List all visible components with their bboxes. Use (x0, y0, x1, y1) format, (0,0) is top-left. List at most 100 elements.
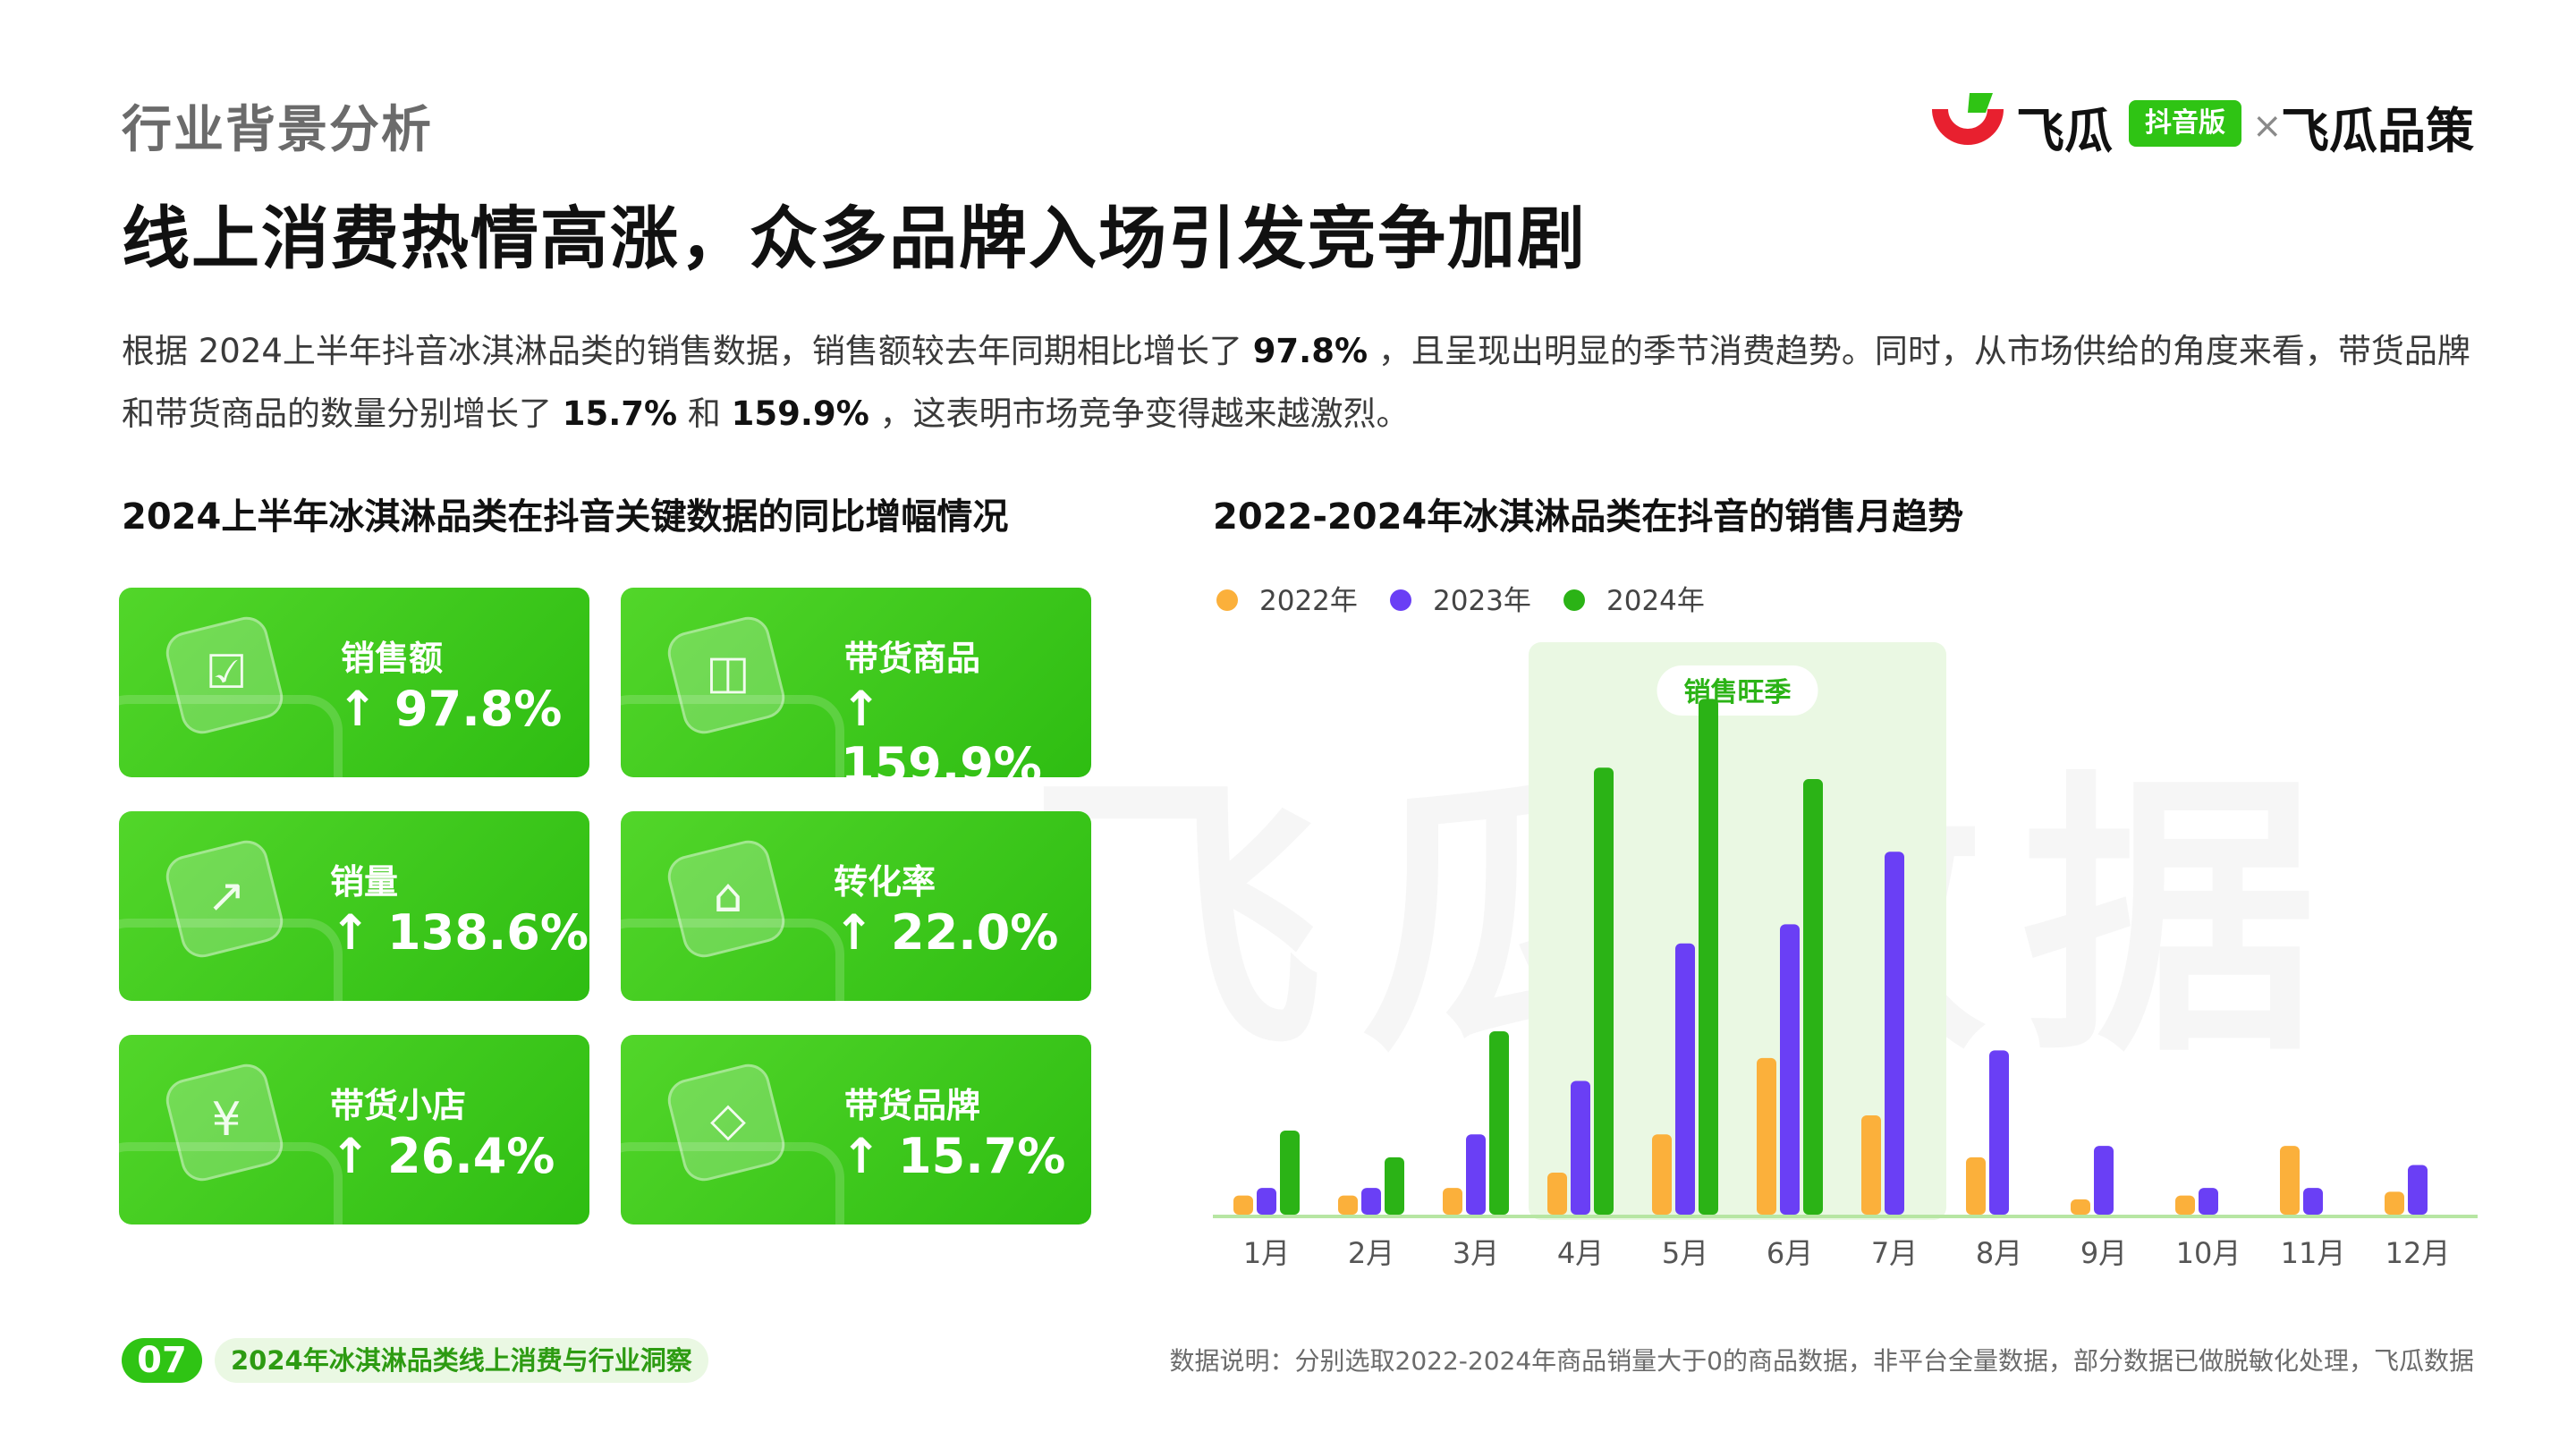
intro-text: 根据 2024上半年抖音冰淇淋品类的销售数据，销售额较去年同期相比增长了 (122, 332, 1253, 370)
bar (2175, 1195, 2195, 1215)
x-tick-label: 5月 (1662, 1236, 1708, 1270)
metric-label: 带货商品 (844, 639, 981, 678)
platform-badge: 抖音版 (2129, 100, 2241, 147)
card-decoration (119, 1142, 343, 1224)
card-decoration (621, 919, 844, 1001)
intro-text: ，这表明市场竞争变得越来越激烈。 (869, 394, 1410, 433)
bar (1966, 1157, 1986, 1215)
x-tick-label: 1月 (1243, 1236, 1290, 1270)
feigua-logo-icon (1932, 93, 2004, 145)
bar (2280, 1146, 2300, 1215)
metric-label: 带货品牌 (844, 1086, 981, 1125)
metric-label: 销量 (330, 862, 399, 902)
bar (1466, 1134, 1486, 1215)
metric-card: ☑ 销售额 ↑ 97.8% (119, 588, 589, 777)
x-tick-label: 6月 (1767, 1236, 1813, 1270)
legend-marker (1390, 589, 1411, 611)
bar (1594, 767, 1614, 1215)
trend-chart-icon: ↗ (207, 869, 246, 923)
intro-paragraph: 根据 2024上半年抖音冰淇淋品类的销售数据，销售额较去年同期相比增长了 97.… (122, 320, 2483, 445)
store-icon: ⌂ (713, 869, 743, 923)
shopping-bag-icon: ◫ (706, 646, 750, 699)
x-tick-label: 9月 (2080, 1236, 2127, 1270)
metric-card: ¥ 带货小店 ↑ 26.4% (119, 1035, 589, 1224)
intro-highlight: 97.8% (1252, 332, 1368, 370)
bar (1489, 1030, 1509, 1215)
partner-name: 飞瓜品策 (2281, 103, 2474, 159)
legend-label: 2023年 (1433, 585, 1531, 617)
card-decoration (119, 919, 343, 1001)
bar (1385, 1157, 1404, 1215)
metric-value: ↑ 15.7% (841, 1128, 1066, 1184)
page-number: 07 (122, 1338, 202, 1383)
metric-card: ◇ 带货品牌 ↑ 15.7% (621, 1035, 1091, 1224)
bar (1803, 779, 1823, 1215)
chart-title: 2022-2024年冰淇淋品类在抖音的销售月趋势 (1213, 496, 1964, 538)
price-tag-icon: ◇ (710, 1093, 746, 1147)
intro-text: 和 (677, 394, 732, 433)
bar (2094, 1146, 2114, 1215)
data-footnote: 数据说明：分别选取2022-2024年商品销量大于0的商品数据，非平台全量数据，… (1169, 1346, 2474, 1376)
brand-name: 飞瓜 (2016, 103, 2113, 159)
metric-value: ↑ 22.0% (834, 904, 1059, 961)
bar (1280, 1131, 1300, 1215)
receipt-icon: ☑ (205, 646, 248, 699)
legend-marker (1563, 589, 1585, 611)
brand-logo: 飞瓜 抖音版 × 飞瓜品策 (1923, 89, 2478, 161)
bar (1233, 1195, 1253, 1215)
bar (2071, 1199, 2090, 1215)
x-tick-label: 10月 (2176, 1236, 2241, 1270)
yuan-coin-icon: ¥ (211, 1093, 242, 1147)
bar (1757, 1057, 1776, 1215)
x-tick-label: 12月 (2385, 1236, 2451, 1270)
x-tick-label: 8月 (1976, 1236, 2022, 1270)
card-decoration (621, 695, 844, 777)
legend-label: 2022年 (1259, 585, 1358, 617)
bar (1571, 1080, 1590, 1215)
collab-symbol: × (2252, 106, 2283, 147)
metric-label: 转化率 (834, 862, 936, 902)
left-panel-title: 2024上半年冰淇淋品类在抖音关键数据的同比增幅情况 (122, 496, 1009, 538)
bar (1780, 924, 1800, 1215)
intro-highlight: 159.9% (731, 394, 869, 433)
bar (1361, 1188, 1381, 1215)
metric-card: ◫ 带货商品 ↑ 159.9% (621, 588, 1091, 777)
legend-label: 2024年 (1606, 585, 1705, 617)
metric-card: ↗ 销量 ↑ 138.6% (119, 811, 589, 1001)
page-title: 线上消费热情高涨，众多品牌入场引发竞争加剧 (122, 199, 1587, 278)
card-decoration (119, 695, 343, 777)
bar (1338, 1195, 1358, 1215)
bar (2199, 1188, 2218, 1215)
bar (1443, 1188, 1462, 1215)
report-title: 2024年冰淇淋品类线上消费与行业洞察 (215, 1338, 708, 1383)
bar (1652, 1134, 1672, 1215)
metric-value: ↑ 138.6% (330, 904, 589, 961)
x-tick-label: 2月 (1348, 1236, 1394, 1270)
bar (1257, 1188, 1276, 1215)
metric-card: ⌂ 转化率 ↑ 22.0% (621, 811, 1091, 1001)
x-tick-label: 4月 (1557, 1236, 1604, 1270)
bar (1699, 699, 1718, 1215)
x-tick-label: 7月 (1871, 1236, 1918, 1270)
x-tick-label: 3月 (1453, 1236, 1499, 1270)
metric-value: ↑ 159.9% (841, 681, 1042, 777)
bar (2303, 1188, 2323, 1215)
intro-highlight: 15.7% (562, 394, 678, 433)
bar (1547, 1173, 1567, 1215)
x-tick-label: 11月 (2281, 1236, 2346, 1270)
card-decoration (621, 1142, 844, 1224)
peak-season-region (1529, 642, 1946, 1220)
metric-value: ↑ 97.8% (337, 681, 563, 737)
metric-label: 带货小店 (330, 1086, 467, 1125)
intro-text: ，且呈现出明显的季节消费趋势。同时，从市场供给的角度来看，带货品牌和带货商品的数… (122, 332, 2470, 433)
legend-marker (1216, 589, 1238, 611)
bar (1989, 1050, 2009, 1215)
bar (2408, 1165, 2428, 1215)
metric-value: ↑ 26.4% (330, 1128, 555, 1184)
bar (1885, 852, 1904, 1215)
peak-season-badge (1657, 665, 1818, 716)
metric-label: 销售额 (341, 639, 444, 678)
bar (1861, 1114, 1881, 1215)
section-title: 行业背景分析 (122, 101, 433, 159)
